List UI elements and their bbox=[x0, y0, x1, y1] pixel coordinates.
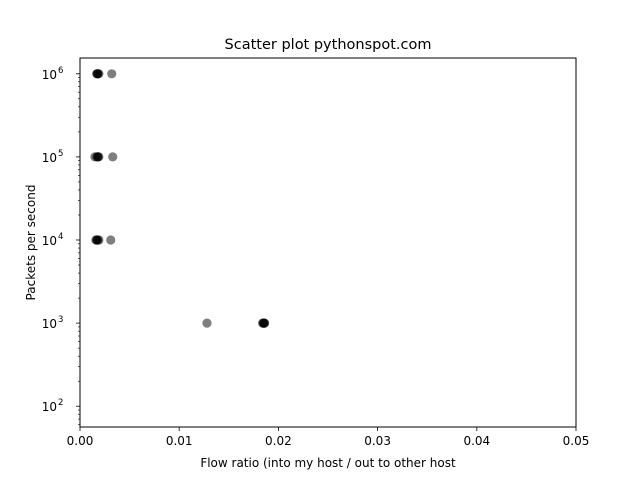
y-tick-exponent: 5 bbox=[58, 149, 63, 159]
plot-frame bbox=[79, 57, 577, 428]
y-tick-label: 10 bbox=[42, 400, 57, 414]
scatter-point bbox=[106, 235, 116, 245]
y-tick-exponent: 6 bbox=[58, 66, 63, 76]
y-tick-exponent: 3 bbox=[58, 315, 63, 325]
y-axis-label: Packets per second bbox=[24, 185, 38, 301]
x-tick-label: 0.04 bbox=[463, 434, 490, 448]
y-tick-label: 10 bbox=[42, 68, 57, 82]
scatter-point bbox=[108, 152, 118, 162]
chart-title: Scatter plot pythonspot.com bbox=[225, 37, 432, 53]
plot-area bbox=[80, 58, 576, 427]
y-tick-exponent: 2 bbox=[58, 398, 63, 408]
y-tick-label: 10 bbox=[42, 151, 57, 165]
scatter-point bbox=[107, 69, 117, 79]
scatter-point bbox=[92, 69, 102, 79]
x-tick-label: 0.05 bbox=[563, 434, 590, 448]
scatter-point bbox=[93, 152, 103, 162]
x-axis: 0.00 0.01 0.02 0.03 0.04 0.05 bbox=[67, 427, 590, 448]
x-tick-label: 0.02 bbox=[265, 434, 292, 448]
scatter-point bbox=[259, 318, 270, 328]
scatter-point bbox=[92, 235, 102, 245]
x-tick-label: 0.03 bbox=[364, 434, 391, 448]
x-tick-label: 0.00 bbox=[67, 434, 94, 448]
y-tick-label: 10 bbox=[42, 234, 57, 248]
data-points bbox=[90, 69, 270, 328]
x-axis-label: Flow ratio (into my host / out to other … bbox=[200, 456, 456, 470]
scatter-point bbox=[202, 318, 212, 328]
y-tick-exponent: 4 bbox=[58, 232, 63, 242]
y-tick-label: 10 bbox=[42, 317, 57, 331]
x-tick-label: 0.01 bbox=[166, 434, 193, 448]
